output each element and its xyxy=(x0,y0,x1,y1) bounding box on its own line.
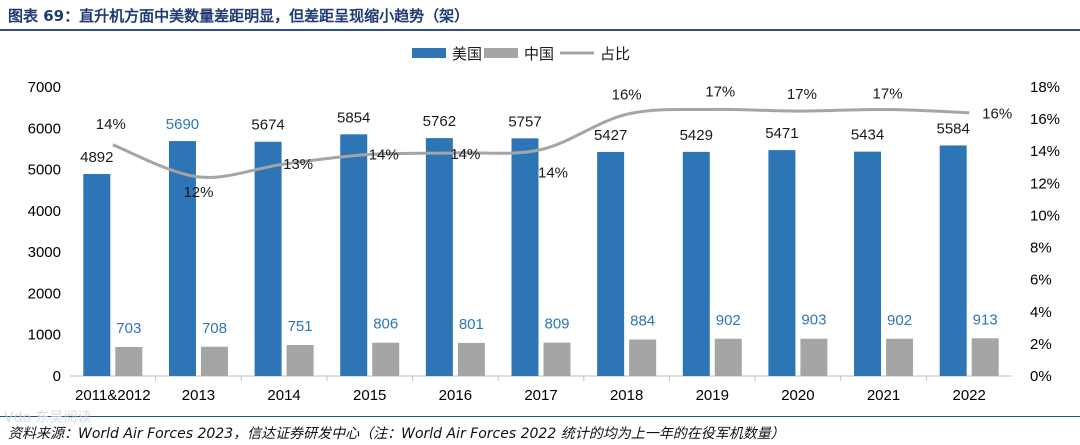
us-bar xyxy=(854,151,882,376)
china-bar xyxy=(800,338,828,376)
x-tick-label: 2015 xyxy=(353,387,386,404)
ratio-line xyxy=(112,107,970,179)
ratio-value-label: 14% xyxy=(450,146,480,163)
x-tick-label: 2018 xyxy=(610,387,643,404)
ratio-value-label: 17% xyxy=(787,86,817,103)
x-tick-label: 2014 xyxy=(267,387,300,404)
y-right-tick-label: 18% xyxy=(1030,79,1060,96)
us-bar xyxy=(168,141,196,376)
china-value-label: 902 xyxy=(716,312,741,329)
us-value-label: 5757 xyxy=(508,113,541,130)
china-value-label: 903 xyxy=(801,312,826,329)
y-right-tick-label: 16% xyxy=(1030,111,1060,128)
source-note: 资料来源：World Air Forces 2023，信达证券研发中心（注：Wo… xyxy=(8,426,785,442)
us-bar xyxy=(597,151,625,376)
y-right-tick-label: 0% xyxy=(1030,368,1052,385)
us-value-label: 5434 xyxy=(851,127,884,144)
us-bar xyxy=(425,138,453,376)
x-tick-label: 2022 xyxy=(952,387,985,404)
y-right-tick-label: 2% xyxy=(1030,336,1052,353)
footer-divider xyxy=(0,416,1080,417)
x-tick-label: 2013 xyxy=(182,387,215,404)
legend-us-label: 美国 xyxy=(452,46,482,63)
x-tick-label: 2021 xyxy=(867,387,900,404)
china-value-label: 703 xyxy=(116,320,141,337)
y-right-tick-label: 14% xyxy=(1030,143,1060,160)
helicopter-count-chart: 0 1000 2000 3000 4000 5000 6000 7000 0% 2% 4% 6% 8% 1… xyxy=(28,46,1060,404)
ratio-value-label: 16% xyxy=(982,106,1012,123)
x-tick-label: 2017 xyxy=(524,387,557,404)
ratio-value-label: 14% xyxy=(96,116,126,133)
us-value-label: 5674 xyxy=(251,117,284,134)
x-tick-label: 2020 xyxy=(781,387,814,404)
china-bar xyxy=(629,339,657,376)
x-tick-label: 2011&2012 xyxy=(75,387,151,404)
legend-china-label: 中国 xyxy=(524,46,554,63)
x-tick-label: 2016 xyxy=(439,387,472,404)
ratio-value-label: 12% xyxy=(183,184,213,201)
us-bar xyxy=(939,145,967,376)
y-right-tick-label: 12% xyxy=(1030,175,1060,192)
us-value-label: 5854 xyxy=(337,109,370,126)
china-bar xyxy=(372,342,400,376)
us-value-label: 5429 xyxy=(680,127,713,144)
china-value-label: 708 xyxy=(202,320,227,337)
us-value-label: 5471 xyxy=(765,125,798,142)
china-bar xyxy=(200,346,228,376)
us-bar xyxy=(768,150,796,376)
china-value-label: 751 xyxy=(288,318,313,335)
y-left-tick-label: 0 xyxy=(53,368,61,385)
china-value-label: 902 xyxy=(887,312,912,329)
us-bar xyxy=(682,151,710,376)
us-bar xyxy=(254,141,282,376)
china-bar xyxy=(115,346,143,376)
china-value-label: 884 xyxy=(630,313,655,330)
ratio-value-label: 13% xyxy=(283,156,313,173)
y-right-tick-label: 8% xyxy=(1030,240,1052,257)
china-bar xyxy=(457,342,485,376)
china-bar xyxy=(714,338,742,376)
ratio-value-label: 14% xyxy=(369,146,399,163)
china-bar xyxy=(543,342,571,376)
china-bar xyxy=(286,344,314,376)
y-right-tick-label: 4% xyxy=(1030,304,1052,321)
legend-china-swatch xyxy=(484,48,518,58)
china-bar xyxy=(886,338,914,376)
legend-us-swatch xyxy=(412,48,446,58)
china-value-label: 913 xyxy=(973,311,998,328)
figure-title-bar: 图表 69：直升机方面中美数量差距明显，但差距呈现缩小趋势（架） xyxy=(0,0,1080,31)
y-left-tick-label: 7000 xyxy=(28,79,61,96)
ratio-value-label: 14% xyxy=(538,165,568,182)
y-left-tick-label: 5000 xyxy=(28,162,61,179)
y-right-tick-label: 10% xyxy=(1030,207,1060,224)
us-bar xyxy=(340,134,368,376)
us-bar xyxy=(511,138,539,376)
figure-title: 图表 69：直升机方面中美数量差距明显，但差距呈现缩小趋势（架） xyxy=(8,7,470,25)
y-left-tick-label: 4000 xyxy=(28,203,61,220)
ratio-value-label: 17% xyxy=(705,83,735,100)
x-tick-label: 2019 xyxy=(696,387,729,404)
us-value-label: 4892 xyxy=(80,149,113,166)
y-left-tick-label: 6000 xyxy=(28,120,61,137)
us-value-label: 5584 xyxy=(936,120,969,137)
ratio-value-label: 16% xyxy=(612,86,642,103)
china-value-label: 806 xyxy=(373,316,398,333)
y-right-tick-label: 6% xyxy=(1030,272,1052,289)
legend-ratio-label: 占比 xyxy=(600,46,630,63)
ratio-value-label: 17% xyxy=(873,85,903,102)
y-left-tick-label: 1000 xyxy=(28,327,61,344)
china-bar xyxy=(971,338,999,376)
us-value-label: 5690 xyxy=(166,116,199,133)
us-bar xyxy=(83,174,111,376)
china-value-label: 809 xyxy=(544,316,569,333)
china-value-label: 801 xyxy=(459,316,484,333)
us-value-label: 5427 xyxy=(594,127,627,144)
y-left-tick-label: 3000 xyxy=(28,244,61,261)
watermark: Vdo 东吴阅读 xyxy=(4,410,92,426)
us-value-label: 5762 xyxy=(423,113,456,130)
y-left-tick-label: 2000 xyxy=(28,285,61,302)
title-divider xyxy=(0,29,1080,31)
